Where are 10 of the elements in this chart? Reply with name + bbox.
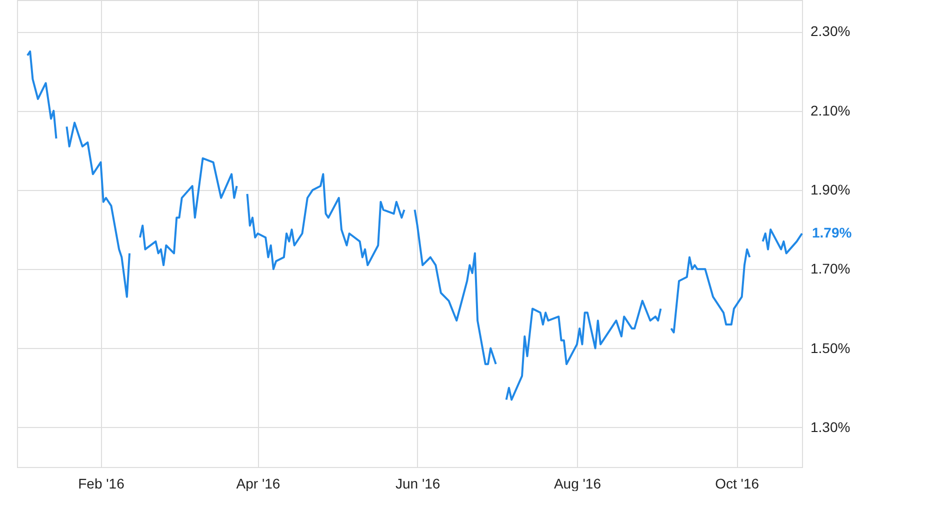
y-tick-label: 2.10% [810, 102, 850, 118]
y-tick-label: 1.90% [810, 181, 850, 198]
y-tick-label: 2.30% [810, 23, 850, 40]
x-tick-label: Oct '16 [715, 476, 760, 492]
x-tick-label: Jun '16 [395, 476, 440, 492]
y-tick-label: 1.70% [810, 260, 850, 277]
x-tick-label: Feb '16 [78, 476, 125, 492]
y-tick-label: 1.30% [810, 418, 850, 435]
y-tick-label: 1.50% [810, 340, 850, 356]
annotation: 1.79% [812, 224, 852, 240]
